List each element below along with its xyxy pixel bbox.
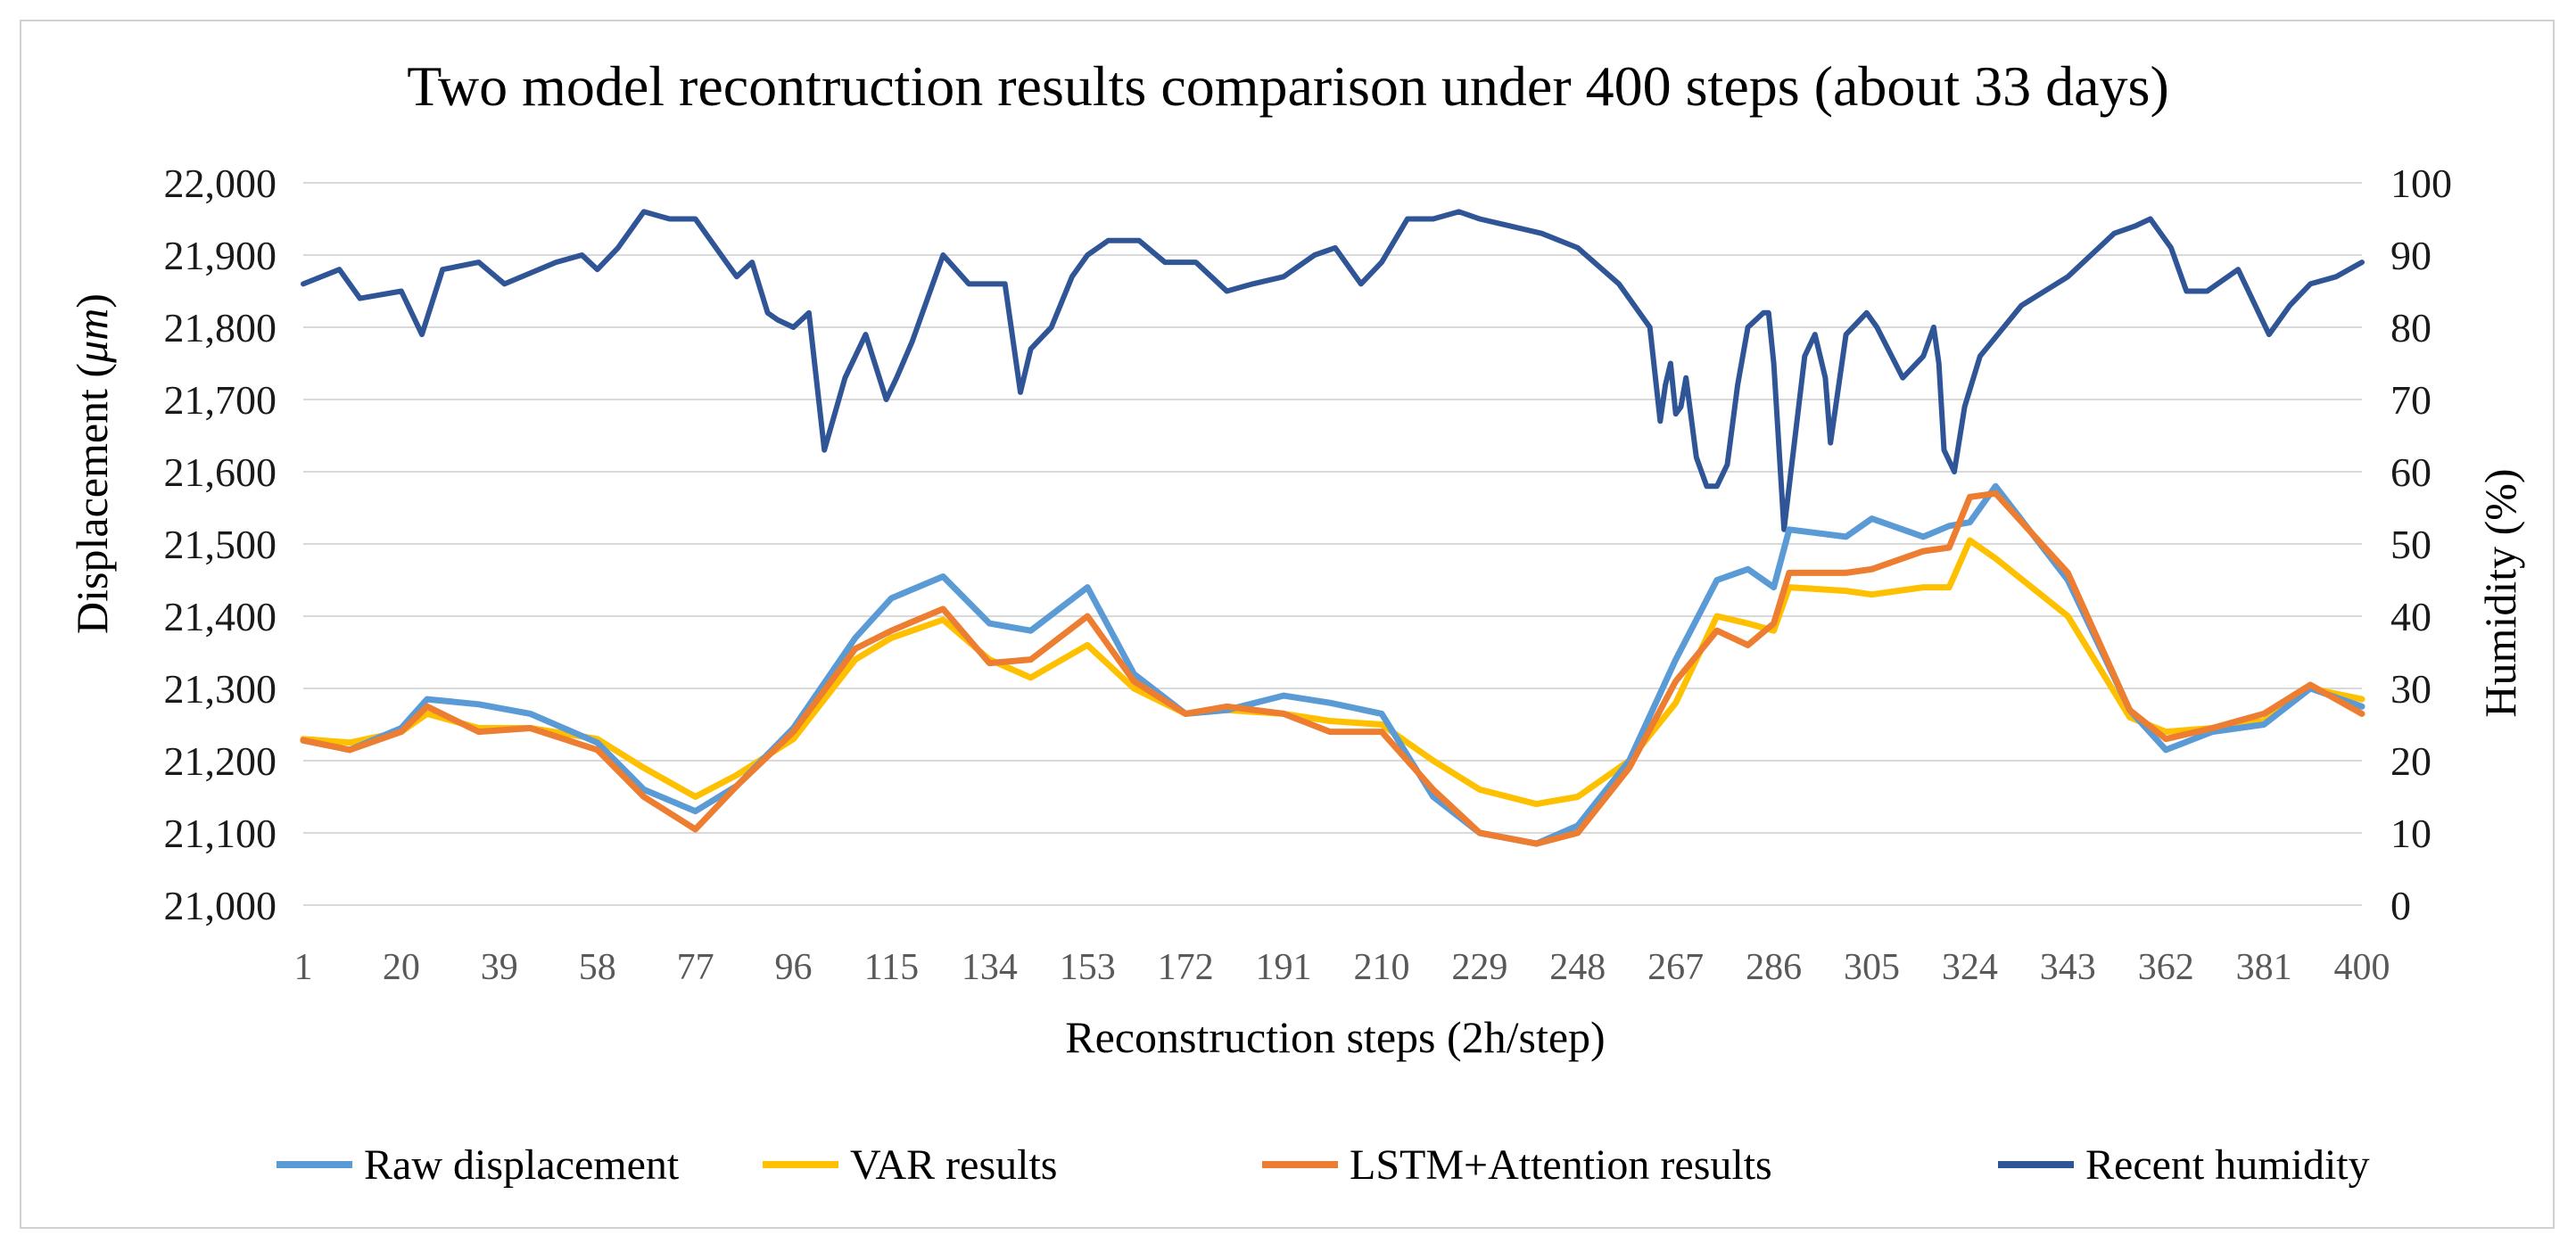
- chart-title: Two model recontruction results comparis…: [407, 54, 2169, 118]
- y-right-tick-label: 20: [2390, 738, 2432, 784]
- series-lines: [300, 209, 2365, 847]
- x-tick-label: 362: [2138, 947, 2194, 988]
- x-tick-label: 400: [2334, 947, 2390, 988]
- y-left-tick-label: 21,100: [164, 811, 277, 856]
- series-line-var-results: [300, 537, 2365, 808]
- x-tick-label: 324: [1942, 947, 1998, 988]
- y-right-tick-label: 60: [2390, 449, 2432, 495]
- x-tick-label: 39: [481, 947, 518, 988]
- y-right-tick-label: 50: [2390, 522, 2432, 567]
- x-tick-label: 343: [2040, 947, 2096, 988]
- y-right-tick-label: 70: [2390, 377, 2432, 423]
- x-tick-label: 229: [1451, 947, 1507, 988]
- y-right-tick-label: 10: [2390, 811, 2432, 856]
- y-left-tick-label: 21,400: [164, 594, 277, 639]
- x-tick-label: 77: [677, 947, 714, 988]
- y-right-tick-label: 80: [2390, 305, 2432, 350]
- chart-frame: [20, 20, 2555, 1229]
- x-tick-label: 20: [383, 947, 420, 988]
- y-left-tick-label: 21,500: [164, 522, 277, 567]
- x-tick-label: 172: [1158, 947, 1214, 988]
- x-tick-label: 134: [962, 947, 1018, 988]
- y-left-tick-label: 21,600: [164, 449, 277, 495]
- legend-label: VAR results: [850, 1141, 1057, 1189]
- y-right-tick-label: 30: [2390, 666, 2432, 712]
- x-tick-label: 153: [1060, 947, 1116, 988]
- x-tick-label: 381: [2236, 947, 2292, 988]
- y-left-tick-label: 21,200: [164, 738, 277, 784]
- x-tick-label: 191: [1256, 947, 1312, 988]
- legend: Raw displacement VAR results LSTM+Attentio…: [277, 1141, 2370, 1189]
- x-tick-label: 248: [1549, 947, 1606, 988]
- x-tick-label: 115: [864, 947, 919, 988]
- y-left-tick-label: 22,000: [164, 161, 277, 206]
- series-line-lstm-attention-results: [300, 490, 2365, 847]
- x-tick-label: 96: [775, 947, 813, 988]
- x-tick-label: 286: [1746, 947, 1802, 988]
- y-right-tick-label: 90: [2390, 233, 2432, 278]
- y-left-tick-label: 21,800: [164, 305, 277, 350]
- y-left-tick-label: 21,700: [164, 377, 277, 423]
- y-right-tick-label: 0: [2390, 883, 2411, 928]
- x-tick-label: 58: [579, 947, 616, 988]
- legend-label: Raw displacement: [364, 1141, 680, 1189]
- left-axis-title: Displacement (μm): [67, 293, 117, 634]
- left-y-axis-ticks: 21,000 21,100 21,200 21,300 21,400 21,500 21,6…: [164, 161, 277, 928]
- gridlines: [303, 182, 2362, 906]
- x-axis-title: Reconstruction steps (2h/step): [1065, 1012, 1605, 1062]
- series-line-recent-humidity: [301, 209, 2365, 532]
- series-line-raw-displacement: [300, 482, 2365, 847]
- legend-label: LSTM+Attention results: [1350, 1141, 1772, 1189]
- y-left-tick-label: 21,000: [164, 883, 277, 928]
- x-tick-label: 267: [1647, 947, 1704, 988]
- x-tick-label: 210: [1353, 947, 1409, 988]
- y-right-tick-label: 100: [2390, 161, 2452, 206]
- right-axis-title: Humidity (%): [2475, 468, 2525, 717]
- x-tick-label: 1: [294, 947, 313, 988]
- legend-label: Recent humidity: [2085, 1141, 2370, 1189]
- x-tick-label: 305: [1844, 947, 1900, 988]
- right-y-axis-ticks: 0 10 20 30 40 50 60 70 80 90 100: [2390, 161, 2452, 928]
- y-right-tick-label: 40: [2390, 594, 2432, 639]
- y-left-tick-label: 21,300: [164, 666, 277, 712]
- x-axis-ticks: 1 20 39 58 77 96 115 134 153 172 191 210 229 248 267 28…: [294, 947, 2390, 988]
- y-left-tick-label: 21,900: [164, 233, 277, 278]
